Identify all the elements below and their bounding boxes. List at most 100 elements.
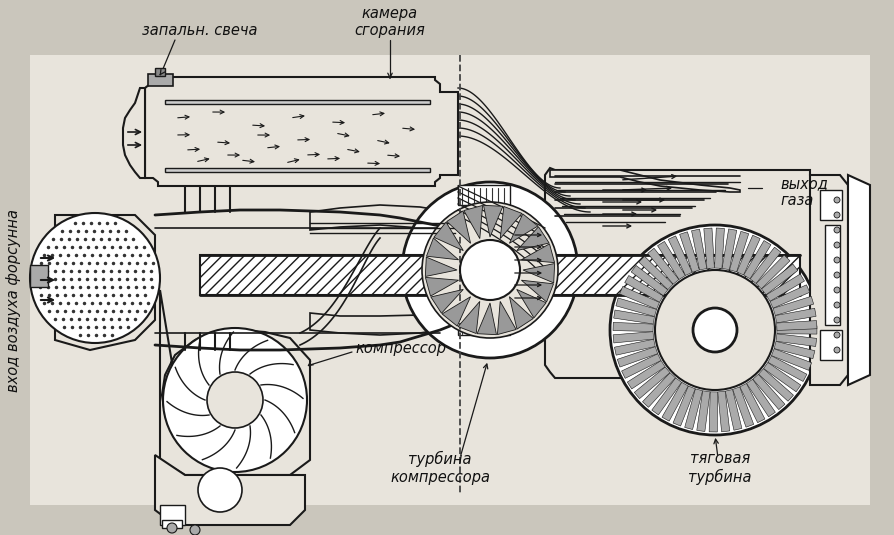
Polygon shape <box>679 232 698 272</box>
Bar <box>30 265 48 287</box>
Polygon shape <box>638 256 672 289</box>
Polygon shape <box>769 285 809 308</box>
Circle shape <box>460 240 519 300</box>
Polygon shape <box>145 77 458 186</box>
Polygon shape <box>509 297 533 329</box>
Polygon shape <box>752 374 784 410</box>
Polygon shape <box>160 290 309 475</box>
Circle shape <box>692 308 736 352</box>
Circle shape <box>610 225 819 435</box>
Polygon shape <box>446 211 470 243</box>
Text: вход воздуха форсунна: вход воздуха форсунна <box>6 209 21 392</box>
Polygon shape <box>155 455 305 525</box>
Circle shape <box>30 213 160 343</box>
Polygon shape <box>621 354 661 378</box>
Circle shape <box>833 257 839 263</box>
Text: тяговая
турбина: тяговая турбина <box>687 451 751 485</box>
Circle shape <box>190 525 199 535</box>
Circle shape <box>833 197 839 203</box>
Circle shape <box>833 332 839 338</box>
Polygon shape <box>544 168 824 378</box>
Polygon shape <box>761 264 797 295</box>
Text: запальн. свеча: запальн. свеча <box>142 22 257 37</box>
Polygon shape <box>703 228 713 269</box>
Polygon shape <box>749 247 780 284</box>
Polygon shape <box>458 301 479 333</box>
Circle shape <box>833 347 839 353</box>
Polygon shape <box>426 238 458 260</box>
Polygon shape <box>684 389 702 430</box>
Polygon shape <box>627 361 664 389</box>
Polygon shape <box>774 308 815 323</box>
Circle shape <box>833 287 839 293</box>
Polygon shape <box>755 255 789 289</box>
Circle shape <box>833 227 839 233</box>
Circle shape <box>163 328 307 472</box>
Polygon shape <box>691 229 706 270</box>
Polygon shape <box>668 236 691 276</box>
Polygon shape <box>434 222 463 250</box>
Polygon shape <box>458 315 510 335</box>
Polygon shape <box>500 207 521 239</box>
Circle shape <box>167 523 177 533</box>
Polygon shape <box>773 341 814 358</box>
Polygon shape <box>757 369 793 401</box>
Polygon shape <box>630 265 667 296</box>
Polygon shape <box>509 214 537 243</box>
Polygon shape <box>647 248 679 284</box>
Polygon shape <box>739 384 764 423</box>
Polygon shape <box>164 168 429 172</box>
Polygon shape <box>732 387 753 427</box>
Polygon shape <box>615 298 656 317</box>
Circle shape <box>198 468 241 512</box>
Polygon shape <box>847 175 869 385</box>
Polygon shape <box>775 334 815 347</box>
Polygon shape <box>672 386 695 426</box>
Polygon shape <box>522 264 554 283</box>
Polygon shape <box>696 391 709 432</box>
Bar <box>819 190 841 220</box>
Polygon shape <box>771 349 811 370</box>
Polygon shape <box>550 170 739 192</box>
Polygon shape <box>442 297 470 326</box>
Text: выход
газа: выход газа <box>780 176 827 208</box>
Polygon shape <box>122 88 145 178</box>
Text: турбина
компрессора: турбина компрессора <box>390 451 489 485</box>
Polygon shape <box>743 241 770 279</box>
Circle shape <box>833 317 839 323</box>
Polygon shape <box>516 227 549 250</box>
Polygon shape <box>164 100 429 104</box>
Polygon shape <box>516 289 545 318</box>
Polygon shape <box>717 391 729 432</box>
Bar <box>162 520 181 528</box>
Polygon shape <box>463 205 482 239</box>
Bar <box>148 74 173 86</box>
Polygon shape <box>776 320 816 331</box>
Circle shape <box>654 270 774 390</box>
Polygon shape <box>425 257 457 277</box>
Polygon shape <box>425 278 458 296</box>
Polygon shape <box>763 362 800 392</box>
Bar <box>824 225 839 325</box>
Circle shape <box>401 182 578 358</box>
Polygon shape <box>614 339 654 355</box>
Polygon shape <box>619 286 659 309</box>
Circle shape <box>833 302 839 308</box>
Polygon shape <box>521 280 552 302</box>
Polygon shape <box>634 367 670 399</box>
Polygon shape <box>809 175 847 385</box>
Circle shape <box>207 372 263 428</box>
Circle shape <box>833 272 839 278</box>
Polygon shape <box>651 378 681 415</box>
Polygon shape <box>458 185 510 205</box>
Polygon shape <box>624 276 662 302</box>
Polygon shape <box>721 229 736 270</box>
Polygon shape <box>521 244 554 263</box>
Polygon shape <box>483 205 502 237</box>
Polygon shape <box>713 228 723 269</box>
Bar <box>819 330 841 360</box>
Polygon shape <box>662 383 687 421</box>
Polygon shape <box>729 231 748 272</box>
Polygon shape <box>430 289 463 314</box>
Text: камера
сгорания: камера сгорания <box>354 6 425 38</box>
